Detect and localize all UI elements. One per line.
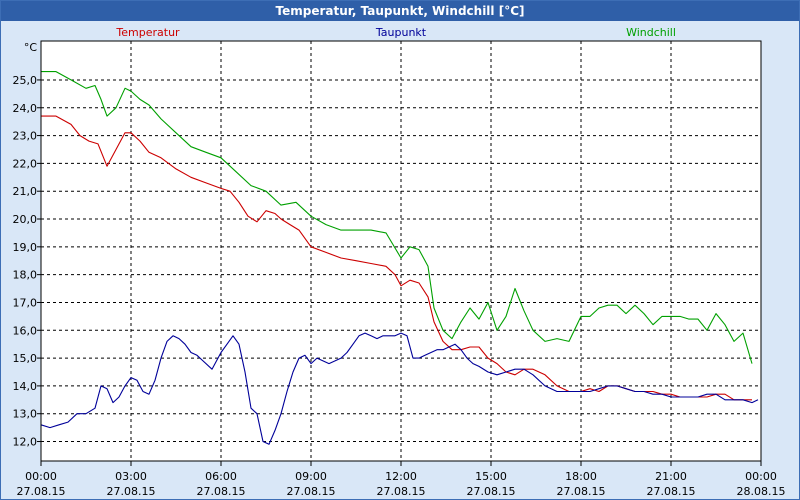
x-tick-time: 06:00 [205, 470, 237, 483]
x-tick-time: 03:00 [115, 470, 147, 483]
y-tick-label: 19,0 [13, 241, 38, 254]
x-tick-date: 27.08.15 [197, 485, 246, 498]
series-line-taupunkt [40, 332, 759, 445]
y-tick-label: 17,0 [13, 296, 38, 309]
plot-frame [40, 40, 762, 462]
x-tick-date: 27.08.15 [557, 485, 606, 498]
y-tick-label: 20,0 [13, 213, 38, 226]
labels: 12,0 13,0 14,0 15,0 16,0 17,0 18,0 19,0 20,0 21,0… [13, 26, 786, 498]
y-tick-label: 14,0 [13, 380, 38, 393]
series-layer [40, 71, 759, 445]
x-tick-time: 21:00 [655, 470, 687, 483]
axes [37, 40, 762, 466]
y-tick-label: 24,0 [13, 102, 38, 115]
x-tick-date: 27.08.15 [377, 485, 426, 498]
y-tick-label: 25,0 [13, 74, 38, 87]
legend-temperatur: Temperatur [115, 26, 180, 39]
legend-windchill: Windchill [626, 26, 676, 39]
y-axis-unit: °C [24, 41, 38, 54]
x-tick-time: 00:00 [745, 470, 777, 483]
y-tick-label: 15,0 [13, 352, 38, 365]
window-title: Temperatur, Taupunkt, Windchill [°C] [1, 1, 799, 21]
legend-taupunkt: Taupunkt [375, 26, 427, 39]
x-tick-time: 00:00 [25, 470, 57, 483]
chart-svg: 12,0 13,0 14,0 15,0 16,0 17,0 18,0 19,0 20,0 21,0… [13, 26, 786, 498]
x-tick-date: 27.08.15 [467, 485, 516, 498]
y-tick-label: 23,0 [13, 130, 38, 143]
series-line-windchill [41, 71, 753, 364]
y-tick-label: 12,0 [13, 436, 38, 449]
x-tick-time: 12:00 [385, 470, 417, 483]
x-tick-time: 15:00 [475, 470, 507, 483]
y-tick-label: 21,0 [13, 185, 38, 198]
y-tick-label: 22,0 [13, 157, 38, 170]
x-tick-date: 27.08.15 [647, 485, 696, 498]
x-tick-time: 18:00 [565, 470, 597, 483]
grid-lines [41, 41, 761, 461]
y-tick-label: 18,0 [13, 269, 38, 282]
x-tick-date: 27.08.15 [17, 485, 66, 498]
y-tick-label: 13,0 [13, 408, 38, 421]
x-tick-date: 27.08.15 [107, 485, 156, 498]
x-tick-date: 28.08.15 [737, 485, 786, 498]
y-tick-label: 16,0 [13, 324, 38, 337]
x-tick-date: 27.08.15 [287, 485, 336, 498]
x-tick-time: 09:00 [295, 470, 327, 483]
